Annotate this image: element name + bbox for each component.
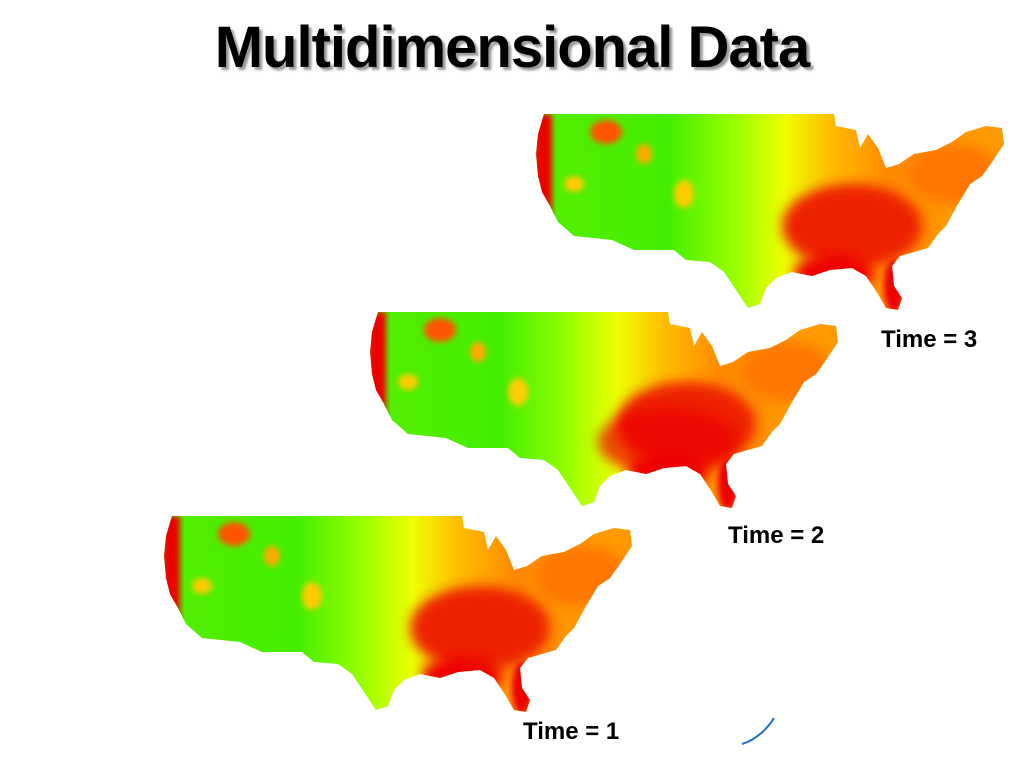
- time-label-2: Time = 2: [728, 522, 825, 549]
- slide-title: Multidimensional Data: [214, 15, 811, 80]
- heat-map-time-3: [534, 114, 1014, 314]
- time-label-3: Time = 3: [881, 326, 978, 353]
- time-label-1: Time = 1: [523, 718, 620, 745]
- heat-map-time-2: [368, 312, 848, 512]
- heat-map-time-1: [162, 516, 642, 716]
- decorative-swoosh: [738, 716, 778, 751]
